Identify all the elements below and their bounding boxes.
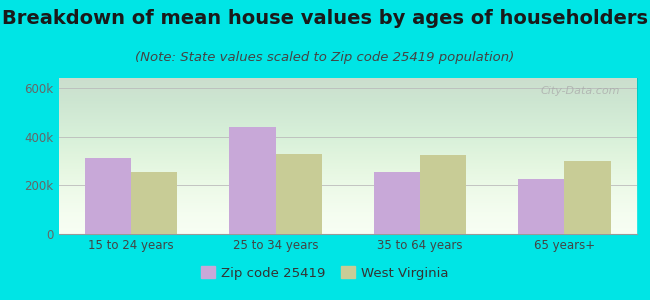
Bar xyxy=(229,127,276,234)
Bar xyxy=(131,172,177,234)
Legend: Zip code 25419, West Virginia: Zip code 25419, West Virginia xyxy=(196,261,454,285)
Bar xyxy=(276,154,322,234)
Bar xyxy=(374,172,420,234)
Bar xyxy=(564,161,611,234)
Bar xyxy=(420,155,466,234)
Text: City-Data.com: City-Data.com xyxy=(540,86,619,96)
Bar xyxy=(84,158,131,234)
Text: Breakdown of mean house values by ages of householders: Breakdown of mean house values by ages o… xyxy=(2,9,648,28)
Bar xyxy=(518,179,564,234)
Text: (Note: State values scaled to Zip code 25419 population): (Note: State values scaled to Zip code 2… xyxy=(135,51,515,64)
